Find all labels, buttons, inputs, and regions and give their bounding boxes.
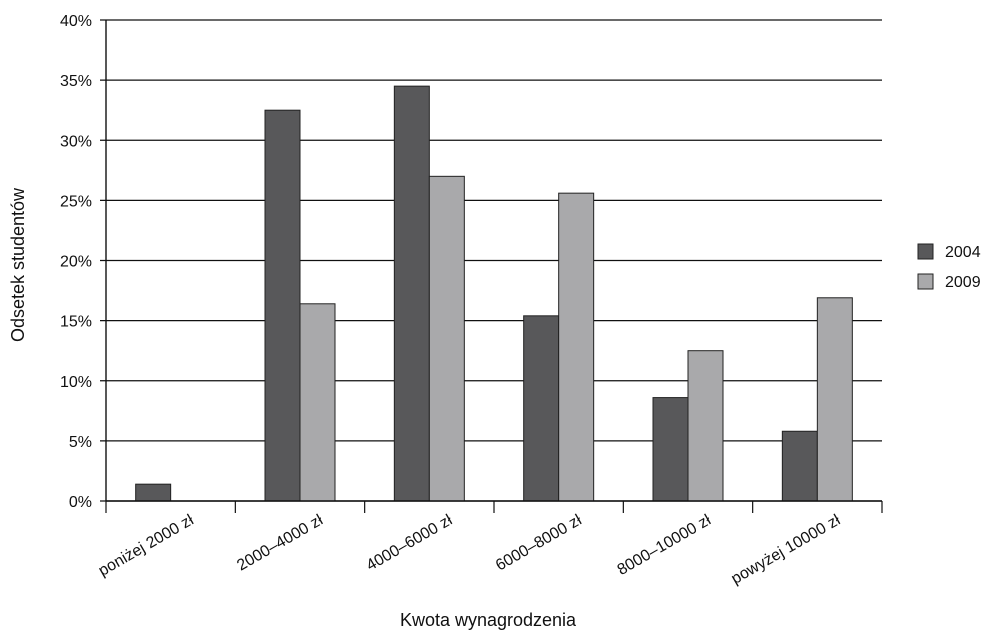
y-tick-label: 40% bbox=[60, 13, 92, 30]
bar-2009-3 bbox=[558, 192, 595, 502]
legend-swatch-2004 bbox=[917, 243, 934, 260]
legend-swatch-2009 bbox=[917, 273, 934, 290]
bar-2009-2 bbox=[428, 175, 465, 502]
y-tick-label: 35% bbox=[60, 73, 92, 90]
x-tick-label: 4000–6000 zł bbox=[364, 512, 456, 575]
y-tick-label: 0% bbox=[69, 494, 92, 511]
bar-2004-0 bbox=[135, 483, 172, 502]
y-tick-label: 5% bbox=[69, 434, 92, 451]
bars bbox=[135, 85, 853, 502]
y-axis-title: Odsetek studentów bbox=[8, 187, 28, 342]
bar-2004-2 bbox=[393, 85, 430, 502]
axes bbox=[105, 20, 883, 513]
x-tick-label: 6000–8000 zł bbox=[493, 512, 585, 575]
legend: 2004 2009 bbox=[917, 243, 981, 291]
gridlines bbox=[100, 19, 882, 502]
bar-2009-4 bbox=[687, 350, 724, 502]
y-tick-label: 20% bbox=[60, 254, 92, 271]
legend-label-2009: 2009 bbox=[945, 274, 981, 291]
x-tick-label: powyżej 10000 zł bbox=[729, 512, 844, 588]
bar-2004-3 bbox=[523, 315, 560, 502]
x-tick-label: 8000–10000 zł bbox=[615, 512, 715, 579]
y-tick-label: 30% bbox=[60, 133, 92, 150]
y-tick-label: 10% bbox=[60, 374, 92, 391]
bar-2009-1 bbox=[299, 303, 336, 502]
bar-2004-1 bbox=[264, 109, 301, 502]
x-axis-title: Kwota wynagrodzenia bbox=[400, 610, 577, 630]
y-tick-label: 25% bbox=[60, 193, 92, 210]
x-tick-labels: poniżej 2000 zł 2000–4000 zł 4000–6000 zł 6… bbox=[96, 512, 844, 588]
legend-label-2004: 2004 bbox=[945, 244, 981, 261]
bar-2009-5 bbox=[816, 297, 853, 502]
x-tick-label: 2000–4000 zł bbox=[234, 512, 326, 575]
y-tick-label: 15% bbox=[60, 314, 92, 331]
bar-2004-5 bbox=[781, 430, 818, 502]
bar-2004-4 bbox=[652, 397, 689, 502]
x-tick-label: poniżej 2000 zł bbox=[96, 512, 197, 580]
y-tick-labels: 0% 5% 10% 15% 20% 25% 30% 35% 40% bbox=[60, 13, 92, 511]
